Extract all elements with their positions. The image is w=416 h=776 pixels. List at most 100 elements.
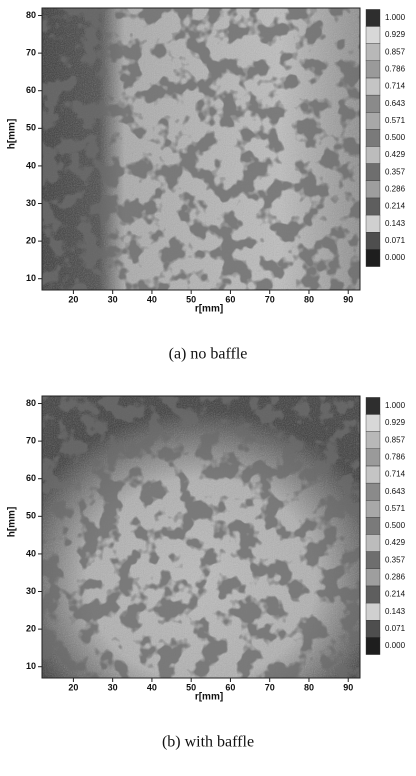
x-tick-label: 70 xyxy=(265,682,275,692)
colorbar-label: 1.000 xyxy=(385,401,406,410)
colorbar-label: 0.929 xyxy=(385,418,406,427)
colorbar-label: 0.929 xyxy=(385,30,406,39)
plot-frame xyxy=(41,395,361,679)
colorbar-cell xyxy=(365,180,381,199)
y-axis-label: h[mm] xyxy=(7,119,18,150)
y-tick-label: 20 xyxy=(26,235,36,245)
colorbar-label: 0.214 xyxy=(385,590,406,599)
plot-frame xyxy=(41,7,361,291)
x-tick-label: 30 xyxy=(108,682,118,692)
colorbar-label: 0.357 xyxy=(385,555,406,564)
colorbar-label: 0.071 xyxy=(385,624,406,633)
colorbar-cell xyxy=(365,414,381,432)
colorbar-label: 0.429 xyxy=(385,538,406,547)
colorbar-cell xyxy=(365,602,381,621)
colorbar-cell xyxy=(365,500,381,518)
y-tick-label: 60 xyxy=(26,85,36,95)
colorbar-label: 0.500 xyxy=(385,521,406,530)
x-axis-label: r[mm] xyxy=(195,692,223,703)
colorbar-cell xyxy=(365,534,381,552)
colorbar-cell xyxy=(365,77,381,96)
x-tick-label: 90 xyxy=(343,682,353,692)
colorbar-cell xyxy=(365,568,381,587)
colorbar-label: 0.643 xyxy=(385,487,406,496)
colorbar-label: 0.714 xyxy=(385,470,406,479)
x-tick-label: 70 xyxy=(265,294,275,304)
colorbar-cell xyxy=(365,94,381,113)
colorbar-label: 0.286 xyxy=(385,184,406,193)
y-tick-label: 50 xyxy=(26,123,36,133)
colorbar-label: 1.000 xyxy=(385,13,406,22)
colorbar-label: 0.214 xyxy=(385,202,406,211)
colorbar-label: 0.000 xyxy=(385,641,406,650)
x-tick-label: 60 xyxy=(225,682,235,692)
colorbar-cell xyxy=(365,465,381,484)
colorbar-cell xyxy=(365,129,381,147)
colorbar-cell xyxy=(365,163,381,182)
colorbar-label: 0.429 xyxy=(385,150,406,159)
y-tick-label: 10 xyxy=(26,273,36,283)
x-tick-label: 80 xyxy=(304,682,314,692)
colorbar-label: 0.357 xyxy=(385,167,406,176)
colorbar-cell xyxy=(365,249,381,267)
colorbar-cell xyxy=(365,448,381,467)
y-tick-label: 10 xyxy=(26,661,36,671)
colorbar-label: 0.571 xyxy=(385,116,406,125)
colorbar-label: 0.071 xyxy=(385,236,406,245)
colorbar-label: 0.143 xyxy=(385,607,406,616)
y-tick-label: 80 xyxy=(26,10,36,20)
colorbar-cell xyxy=(365,482,381,501)
colorbar-cell xyxy=(365,637,381,655)
colorbar-label: 0.786 xyxy=(385,64,406,73)
colorbar-label: 0.143 xyxy=(385,219,406,228)
colorbar-cell xyxy=(365,9,381,27)
y-tick-label: 80 xyxy=(26,398,36,408)
colorbar-cell xyxy=(365,431,381,450)
x-tick-label: 30 xyxy=(108,294,118,304)
caption: (b) with baffle xyxy=(162,734,254,751)
colorbar-label: 0.500 xyxy=(385,133,406,142)
colorbar-cell xyxy=(365,26,381,44)
colorbar-cell xyxy=(365,214,381,233)
y-axis-label: h[mm] xyxy=(7,507,18,538)
colorbar-label: 0.000 xyxy=(385,253,406,262)
colorbar-label: 0.571 xyxy=(385,504,406,513)
caption: (a) no baffle xyxy=(169,346,248,363)
colorbar-label: 0.857 xyxy=(385,47,406,56)
colorbar-label: 0.714 xyxy=(385,82,406,91)
colorbar-cell xyxy=(365,397,381,415)
x-tick-label: 80 xyxy=(304,294,314,304)
x-tick-label: 50 xyxy=(186,294,196,304)
y-tick-label: 70 xyxy=(26,47,36,57)
colorbar-label: 0.786 xyxy=(385,452,406,461)
colorbar-cell xyxy=(365,232,381,250)
x-tick-label: 90 xyxy=(343,294,353,304)
colorbar-cell xyxy=(365,43,381,62)
colorbar-label: 0.286 xyxy=(385,572,406,581)
colorbar-cell xyxy=(365,620,381,638)
x-tick-label: 20 xyxy=(68,682,78,692)
y-tick-label: 40 xyxy=(26,160,36,170)
x-tick-label: 40 xyxy=(147,294,157,304)
colorbar-label: 0.643 xyxy=(385,99,406,108)
y-tick-label: 70 xyxy=(26,435,36,445)
x-axis-label: r[mm] xyxy=(195,304,223,315)
y-tick-label: 30 xyxy=(26,586,36,596)
y-tick-label: 60 xyxy=(26,473,36,483)
y-tick-label: 50 xyxy=(26,511,36,521)
x-tick-label: 60 xyxy=(225,294,235,304)
field-blobs xyxy=(42,396,360,678)
y-tick-label: 30 xyxy=(26,198,36,208)
y-tick-label: 40 xyxy=(26,548,36,558)
colorbar-cell xyxy=(365,197,381,216)
colorbar-cell xyxy=(365,112,381,130)
field-blobs xyxy=(42,8,360,290)
x-tick-label: 20 xyxy=(68,294,78,304)
x-tick-label: 40 xyxy=(147,682,157,692)
colorbar-cell xyxy=(365,517,381,535)
colorbar-cell xyxy=(365,146,381,164)
x-tick-label: 50 xyxy=(186,682,196,692)
colorbar-label: 0.857 xyxy=(385,435,406,444)
colorbar-cell xyxy=(365,585,381,604)
